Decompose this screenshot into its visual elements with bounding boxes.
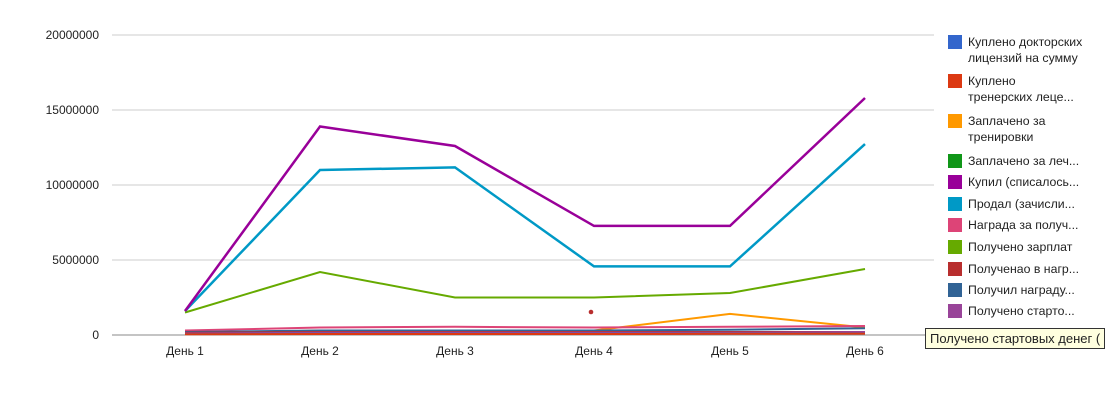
svg-text:5000000: 5000000 [52, 253, 99, 267]
svg-text:День 4: День 4 [575, 344, 613, 358]
svg-text:День 6: День 6 [846, 344, 884, 358]
svg-text:День 3: День 3 [436, 344, 474, 358]
svg-text:10000000: 10000000 [46, 178, 100, 192]
svg-text:0: 0 [92, 328, 99, 342]
svg-text:День 2: День 2 [301, 344, 339, 358]
svg-text:День 5: День 5 [711, 344, 749, 358]
svg-text:20000000: 20000000 [46, 28, 100, 42]
svg-text:15000000: 15000000 [46, 103, 100, 117]
svg-text:День 1: День 1 [166, 344, 204, 358]
